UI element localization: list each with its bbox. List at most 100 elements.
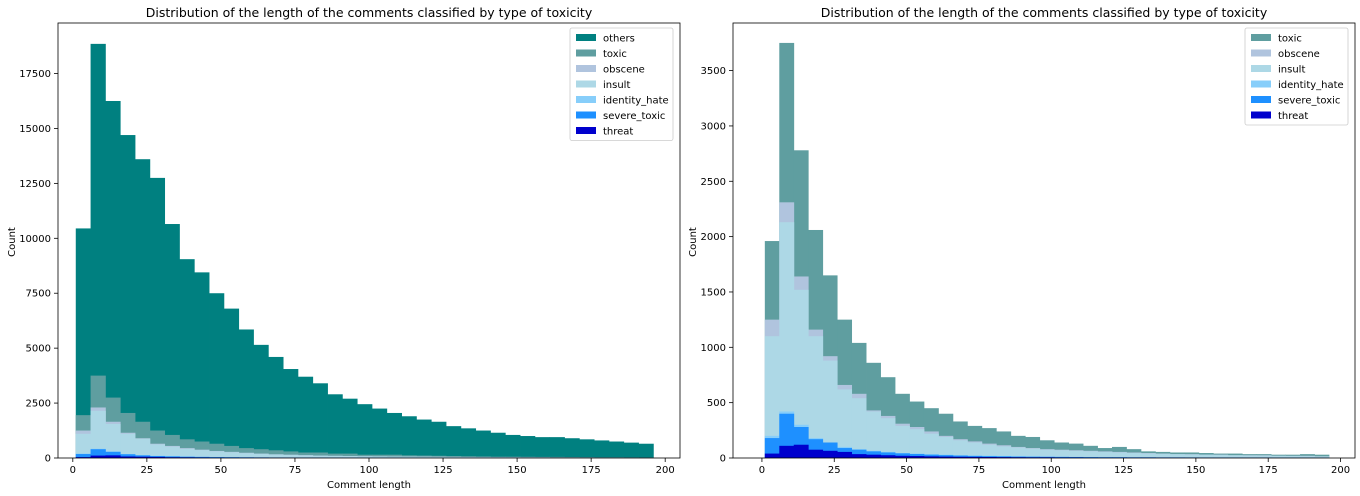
bar [179,259,195,458]
bar [1054,456,1069,458]
bar [386,454,402,458]
bar [105,100,121,459]
bar [837,451,853,458]
x-tick-label: 150 [1186,465,1205,476]
bar [952,440,968,458]
bar [75,454,91,458]
bar [253,449,269,458]
bar [90,43,106,459]
x-tick-label: 0 [70,465,76,476]
bar [490,432,506,458]
bar [1025,456,1041,458]
legend-label: severe_toxic [1278,96,1340,107]
bar [253,453,269,458]
legend-swatch [576,49,596,57]
bar [416,456,432,458]
bar [534,437,551,458]
y-tick-label: 500 [707,398,726,409]
y-tick-label: 2500 [701,177,726,188]
y-axis-label: Count [7,227,18,257]
bar [164,224,180,458]
chart-title: Distribution of the length of the commen… [821,5,1268,20]
bar [357,404,373,458]
bar [1068,450,1084,458]
bar [401,416,417,458]
bar [923,433,939,458]
bar [416,419,432,458]
bar [223,452,240,458]
y-tick-label: 1500 [701,287,726,298]
legend-label: identity_hate [1278,80,1344,91]
x-tick-label: 100 [359,465,378,476]
bar [312,383,328,458]
bar [895,425,910,458]
bar [1054,450,1069,458]
series-insult [764,222,1330,458]
y-tick-label: 2000 [701,232,726,243]
bar [135,456,151,458]
bar [967,442,983,458]
x-tick-label: 50 [900,465,913,476]
legend-swatch [1251,65,1271,72]
bar [75,457,91,458]
x-tick-label: 125 [434,465,453,476]
legend-label: insult [1278,65,1305,76]
legend: others toxic obscene insult identity_hatesev… [569,27,674,141]
bar [120,433,136,458]
bar [938,436,954,458]
bar [895,455,910,458]
legend-swatch [1251,111,1271,119]
x-tick-label: 25 [828,465,841,476]
bar [1083,457,1098,458]
bar [475,457,491,458]
x-tick-label: 100 [1042,465,1061,476]
bar [268,356,284,458]
bar [1169,454,1185,458]
x-tick-label: 125 [1114,465,1133,476]
legend-swatch [1251,49,1271,57]
y-axis-label: Count [688,227,699,257]
legend-swatch [576,34,596,41]
bar [253,344,269,458]
bar [164,446,180,458]
bar [312,452,328,458]
x-tick-label: 200 [656,465,675,476]
bar [223,308,240,458]
bar [1039,449,1055,458]
y-tick-label: 0 [45,454,51,465]
legend-swatch [1251,96,1271,103]
bar [505,434,521,458]
series-others [75,43,654,459]
bar [608,441,625,458]
bar [90,455,106,458]
bar [386,412,402,458]
bar [520,436,536,458]
bar [1198,454,1214,458]
series-threat [764,444,1330,458]
x-tick-label: 175 [582,465,601,476]
bar [1155,453,1171,458]
bar [938,456,954,458]
x-tick-label: 0 [759,465,765,476]
x-tick-label: 75 [973,465,986,476]
bar [460,428,477,458]
bar [209,451,225,458]
chart-left: Distribution of the length of the commen… [7,5,681,491]
bar [779,222,795,458]
x-axis-label: Comment length [1002,480,1086,491]
x-tick-label: 175 [1259,465,1278,476]
bar [209,293,225,458]
legend-label: severe_toxic [603,111,665,122]
plot-frame [732,22,1356,459]
bar [1256,455,1272,458]
bar [149,177,166,458]
bar [764,336,780,458]
bars [764,42,1330,459]
bar [135,438,151,458]
bar [357,456,373,458]
y-tick-label: 3000 [701,121,726,132]
bar [880,455,896,458]
x-tick-label: 150 [508,465,527,476]
bar [238,453,254,458]
